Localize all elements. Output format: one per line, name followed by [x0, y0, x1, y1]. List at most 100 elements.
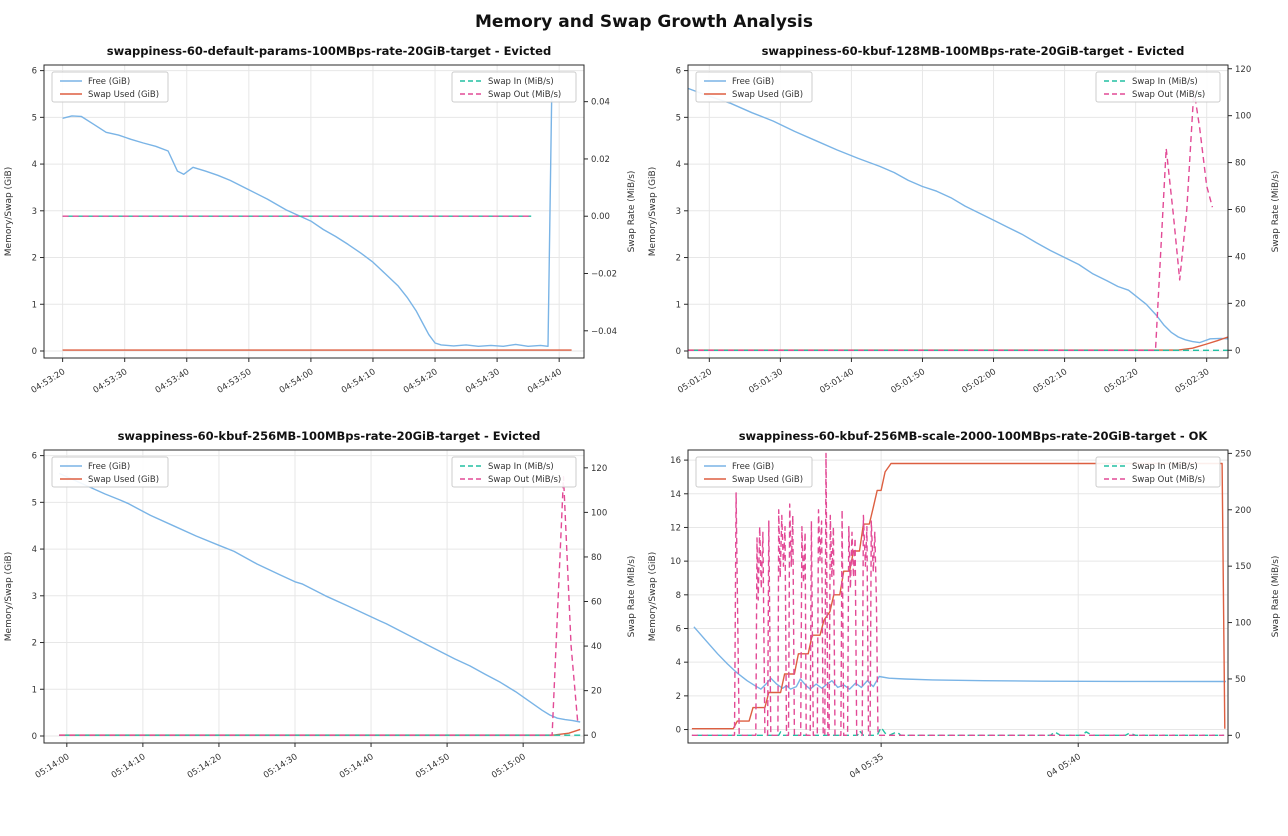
y-right-tick-label: 0.02	[591, 155, 610, 165]
y-left-axis-label: Memory/Swap (GiB)	[4, 552, 14, 641]
legend-label-swap_out: Swap Out (MiB/s)	[488, 475, 561, 485]
charts-grid: swappiness-60-default-params-100MBps-rat…	[0, 38, 1288, 808]
legend-box	[1095, 71, 1221, 103]
y-left-axis-label: Memory/Swap (GiB)	[648, 167, 658, 256]
plot-frame	[687, 449, 1229, 744]
y-right-tick-label: 0	[591, 731, 596, 741]
swap_used-line	[688, 336, 1229, 351]
y-right-tick-label: 150	[1235, 562, 1251, 572]
y-right-axis-label: Swap Rate (MiB/s)	[1271, 171, 1281, 253]
swap_used-line	[59, 728, 581, 736]
x-tick-label: 05:15:00	[490, 752, 528, 781]
x-tick-label: 05:14:20	[186, 752, 224, 781]
y-left-tick-label: 0	[32, 732, 37, 742]
y-right-axis-label: Swap Rate (MiB/s)	[627, 171, 637, 253]
y-left-tick-label: 5	[32, 113, 37, 123]
y-right-tick-label: 50	[1235, 675, 1246, 685]
x-tick-label: 05:02:30	[1174, 367, 1212, 396]
x-tick-label: 04:53:30	[92, 367, 130, 396]
y-left-tick-label: 5	[676, 113, 681, 123]
plot-frame	[43, 449, 585, 744]
y-right-tick-label: 0.04	[591, 98, 610, 108]
legend-label-swap_used: Swap Used (GiB)	[88, 475, 159, 485]
y-left-tick-label: 0	[32, 347, 37, 357]
swap_in-line	[691, 726, 1225, 736]
x-tick-label: 04 05:40	[1045, 752, 1083, 781]
y-right-tick-label: 100	[591, 508, 607, 518]
legend-label-swap_in: Swap In (MiB/s)	[488, 462, 554, 472]
legend-label-swap_out: Swap Out (MiB/s)	[1132, 475, 1205, 485]
chart-kbuf-256mb-scale-2000-title: swappiness-60-kbuf-256MB-scale-2000-100M…	[738, 429, 1208, 443]
x-tick-label: 04:54:10	[340, 367, 378, 396]
legend-label-free: Free (GiB)	[88, 462, 130, 472]
y-left-tick-label: 6	[676, 624, 681, 634]
y-left-tick-label: 1	[32, 300, 37, 310]
y-left-tick-label: 3	[676, 207, 681, 217]
y-left-tick-label: 6	[32, 452, 37, 462]
swap_out-line	[59, 476, 579, 736]
x-tick-label: 04:53:50	[216, 367, 254, 396]
swap_used-line	[691, 462, 1226, 730]
x-tick-label: 04:53:20	[30, 367, 68, 396]
y-left-tick-label: 1	[32, 685, 37, 695]
y-right-tick-label: 60	[591, 598, 602, 608]
legend-label-free: Free (GiB)	[732, 462, 774, 472]
x-tick-label: 05:01:30	[747, 367, 785, 396]
plot-frame	[43, 64, 585, 359]
y-left-tick-label: 0	[676, 726, 681, 736]
y-right-tick-label: 100	[1235, 112, 1251, 122]
y-right-tick-label: 250	[1235, 449, 1251, 459]
y-right-tick-label: 60	[1235, 206, 1246, 216]
x-tick-label: 04:54:00	[278, 367, 316, 396]
y-right-tick-label: 200	[1235, 506, 1251, 516]
swap_out-line	[691, 452, 1225, 736]
x-tick-label: 05:02:00	[960, 367, 998, 396]
x-tick-label: 04:54:20	[402, 367, 440, 396]
y-left-tick-label: 3	[32, 207, 37, 217]
y-right-tick-label: 20	[591, 687, 602, 697]
legend-label-swap_used: Swap Used (GiB)	[88, 90, 159, 100]
y-right-tick-label: −0.04	[591, 327, 617, 337]
x-tick-label: 05:14:50	[414, 752, 452, 781]
y-left-axis-label: Memory/Swap (GiB)	[4, 167, 14, 256]
y-left-tick-label: 3	[32, 592, 37, 602]
x-tick-label: 05:01:40	[818, 367, 856, 396]
y-right-tick-label: 0.00	[591, 212, 610, 222]
plot-frame	[687, 64, 1229, 359]
x-tick-label: 04:54:30	[464, 367, 502, 396]
y-left-tick-label: 6	[676, 67, 681, 77]
chart-kbuf-256mb: swappiness-60-kbuf-256MB-100MBps-rate-20…	[0, 423, 644, 808]
y-left-axis-label: Memory/Swap (GiB)	[648, 552, 658, 641]
y-right-tick-label: 0	[1235, 346, 1240, 356]
y-left-tick-label: 4	[32, 545, 37, 555]
y-left-tick-label: 2	[32, 254, 37, 264]
free-line	[62, 96, 553, 347]
y-right-tick-label: −0.02	[591, 270, 617, 280]
y-left-tick-label: 6	[32, 67, 37, 77]
chart-kbuf-256mb-title: swappiness-60-kbuf-256MB-100MBps-rate-20…	[117, 429, 541, 443]
y-left-tick-label: 12	[670, 523, 681, 533]
y-right-tick-label: 40	[1235, 252, 1246, 262]
y-right-tick-label: 100	[1235, 619, 1251, 629]
legend-label-swap_out: Swap Out (MiB/s)	[488, 90, 561, 100]
chart-kbuf-128mb: swappiness-60-kbuf-128MB-100MBps-rate-20…	[644, 38, 1288, 423]
x-tick-label: 05:14:10	[110, 752, 148, 781]
y-right-tick-label: 120	[1235, 65, 1251, 75]
y-left-tick-label: 4	[676, 160, 681, 170]
legend-label-swap_out: Swap Out (MiB/s)	[1132, 90, 1205, 100]
y-left-tick-label: 2	[676, 254, 681, 264]
legend-box	[1095, 456, 1221, 488]
chart-default-params: swappiness-60-default-params-100MBps-rat…	[0, 38, 644, 423]
y-right-tick-label: 80	[591, 553, 602, 563]
legend-label-free: Free (GiB)	[732, 77, 774, 87]
chart-kbuf-256mb-scale-2000: swappiness-60-kbuf-256MB-scale-2000-100M…	[644, 423, 1288, 808]
x-tick-label: 05:14:00	[34, 752, 72, 781]
swap_out-line	[688, 89, 1214, 351]
y-left-tick-label: 16	[670, 456, 681, 466]
x-tick-label: 05:14:40	[338, 752, 376, 781]
y-left-tick-label: 1	[676, 300, 681, 310]
x-tick-label: 05:14:30	[262, 752, 300, 781]
legend-label-swap_in: Swap In (MiB/s)	[1132, 77, 1198, 87]
x-tick-label: 04 05:35	[848, 752, 886, 781]
free-line	[693, 626, 1227, 690]
